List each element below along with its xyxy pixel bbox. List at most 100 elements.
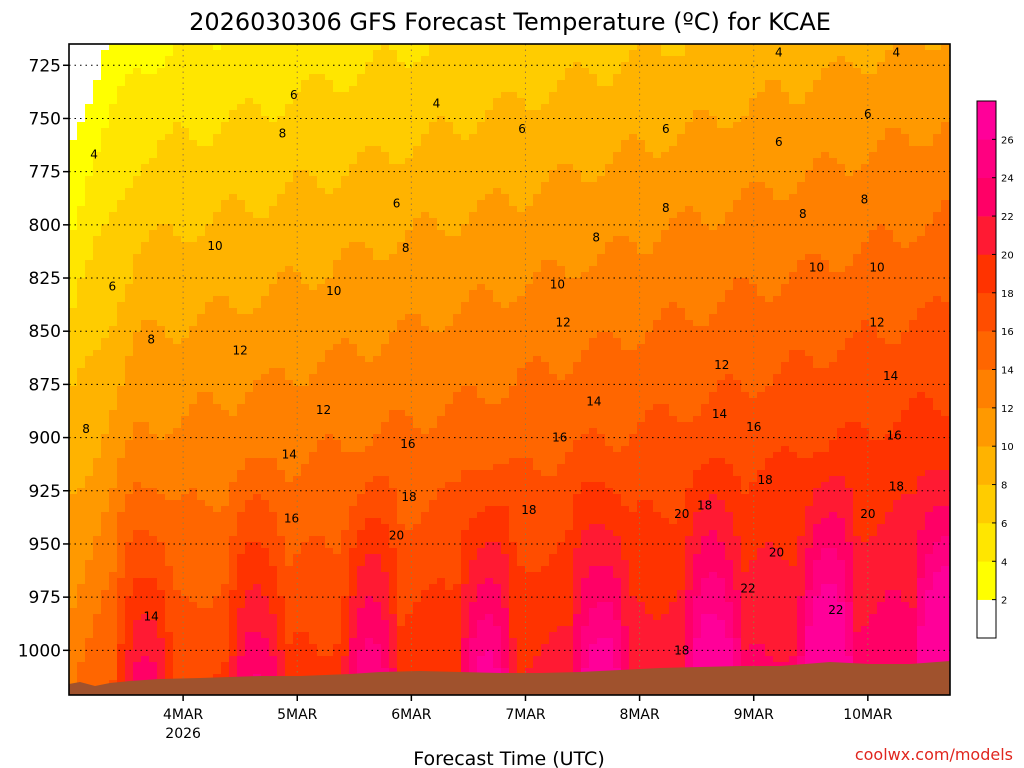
temperature-cell: [149, 68, 158, 75]
temperature-cell: [213, 362, 222, 369]
temperature-cell: [141, 182, 150, 189]
temperature-cell: [349, 182, 358, 189]
temperature-cell: [245, 236, 254, 243]
temperature-cell: [213, 350, 222, 357]
temperature-cell: [109, 302, 118, 309]
temperature-cell: [317, 92, 326, 99]
temperature-cell: [205, 572, 214, 579]
temperature-cell: [397, 152, 406, 159]
temperature-cell: [133, 206, 142, 213]
temperature-cell: [157, 350, 166, 357]
temperature-cell: [85, 266, 94, 273]
temperature-cell: [429, 572, 438, 579]
temperature-cell: [421, 446, 430, 453]
temperature-cell: [317, 74, 326, 81]
temperature-cell: [109, 566, 118, 573]
temperature-cell: [69, 602, 78, 609]
temperature-cell: [389, 458, 398, 465]
temperature-cell: [229, 140, 238, 147]
temperature-cell: [429, 242, 438, 249]
temperature-cell: [149, 476, 158, 483]
temperature-cell: [317, 458, 326, 465]
temperature-cell: [181, 230, 190, 237]
temperature-cell: [373, 404, 382, 411]
temperature-cell: [365, 152, 374, 159]
temperature-cell: [165, 290, 174, 297]
temperature-cell: [157, 272, 166, 279]
temperature-cell: [277, 404, 286, 411]
temperature-cell: [117, 464, 126, 471]
temperature-cell: [229, 554, 238, 561]
temperature-cell: [141, 470, 150, 477]
temperature-cell: [157, 308, 166, 315]
temperature-cell: [381, 146, 390, 153]
temperature-cell: [181, 68, 190, 75]
temperature-cell: [301, 230, 310, 237]
temperature-cell: [309, 422, 318, 429]
temperature-cell: [117, 590, 126, 597]
temperature-cell: [109, 176, 118, 183]
temperature-cell: [157, 98, 166, 105]
temperature-cell: [69, 524, 78, 531]
temperature-cell: [269, 548, 278, 555]
temperature-cell: [197, 566, 206, 573]
temperature-cell: [189, 74, 198, 81]
temperature-cell: [181, 464, 190, 471]
temperature-cell: [173, 146, 182, 153]
temperature-cell: [397, 452, 406, 459]
temperature-cell: [133, 362, 142, 369]
temperature-cell: [245, 488, 254, 495]
temperature-cell: [77, 44, 86, 51]
temperature-cell: [197, 662, 206, 669]
temperature-cell: [317, 590, 326, 597]
temperature-cell: [333, 572, 342, 579]
temperature-cell: [165, 440, 174, 447]
temperature-cell: [149, 344, 158, 351]
temperature-cell: [349, 80, 358, 87]
temperature-cell: [125, 644, 134, 651]
temperature-cell: [309, 380, 318, 387]
temperature-cell: [309, 80, 318, 87]
temperature-cell: [349, 596, 358, 603]
temperature-cell: [253, 218, 262, 225]
temperature-cell: [253, 374, 262, 381]
temperature-cell: [413, 260, 422, 267]
temperature-cell: [285, 482, 294, 489]
temperature-cell: [69, 500, 78, 507]
temperature-cell: [261, 584, 270, 591]
temperature-cell: [381, 626, 390, 633]
temperature-cell: [229, 260, 238, 267]
temperature-cell: [397, 428, 406, 435]
temperature-cell: [301, 182, 310, 189]
temperature-cell: [261, 518, 270, 525]
temperature-cell: [269, 512, 278, 519]
temperature-cell: [253, 566, 262, 573]
temperature-cell: [397, 332, 406, 339]
temperature-cell: [381, 368, 390, 375]
temperature-cell: [149, 542, 158, 549]
temperature-cell: [301, 98, 310, 105]
temperature-cell: [277, 86, 286, 93]
temperature-cell: [253, 242, 262, 249]
temperature-cell: [413, 326, 422, 333]
temperature-cell: [253, 224, 262, 231]
temperature-cell: [173, 236, 182, 243]
temperature-cell: [101, 518, 110, 525]
temperature-cell: [205, 218, 214, 225]
temperature-cell: [293, 440, 302, 447]
temperature-cell: [221, 134, 230, 141]
temperature-cell: [229, 104, 238, 111]
temperature-cell: [213, 440, 222, 447]
temperature-cell: [325, 380, 334, 387]
temperature-cell: [277, 290, 286, 297]
temperature-cell: [245, 434, 254, 441]
temperature-cell: [101, 554, 110, 561]
temperature-cell: [77, 464, 86, 471]
temperature-cell: [165, 44, 174, 51]
temperature-cell: [349, 242, 358, 249]
temperature-cell: [317, 284, 326, 291]
temperature-cell: [413, 488, 422, 495]
temperature-cell: [309, 206, 318, 213]
temperature-cell: [93, 260, 102, 267]
temperature-cell: [109, 146, 118, 153]
